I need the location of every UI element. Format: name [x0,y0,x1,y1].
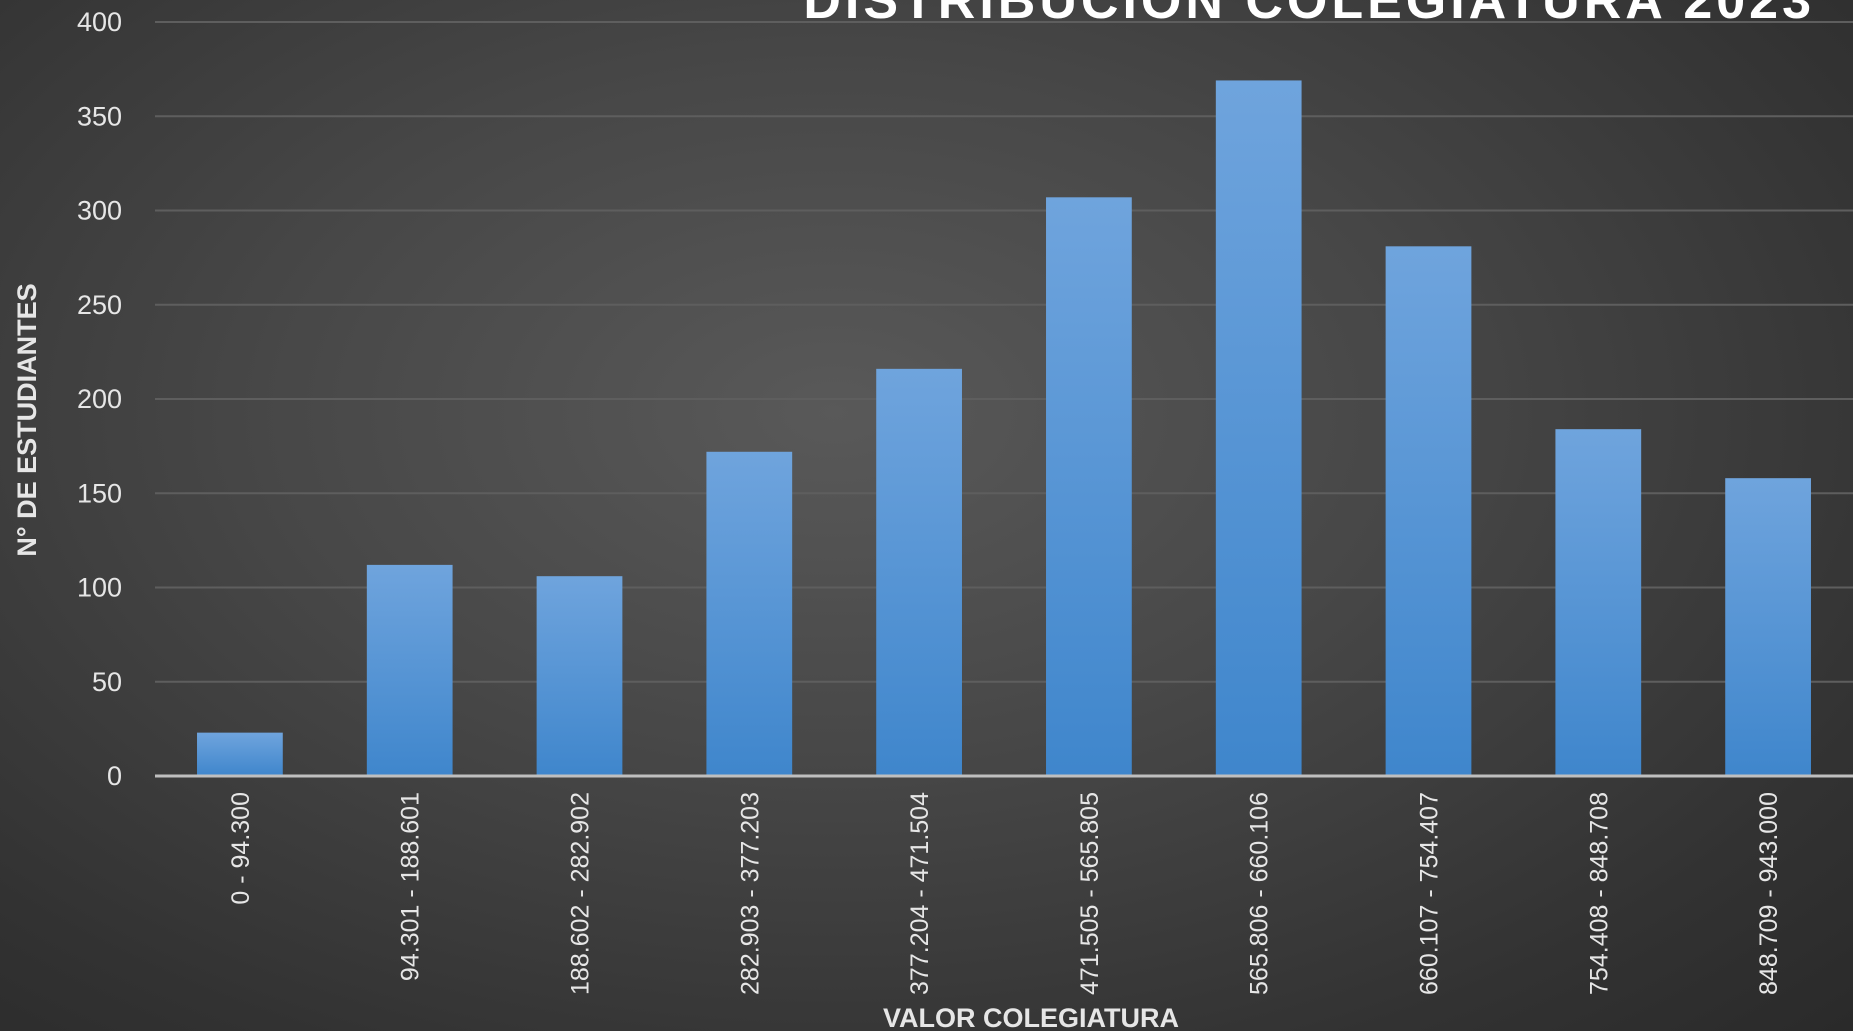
bar [1215,80,1302,776]
bar [1046,197,1132,776]
x-tick-label: 0 - 94.300 [227,792,255,905]
bar [1725,478,1811,776]
y-tick-label: 350 [77,101,122,131]
y-tick-label: 400 [77,7,122,37]
bar [536,576,623,776]
y-tick-label: 200 [77,384,122,414]
y-tick-label: 250 [77,290,122,320]
x-tick-labels: 0 - 94.300 94.301 - 188.601 188.602 - 282.… [227,792,1783,995]
x-tick-label: 188.602 - 282.902 [567,792,595,995]
bar [706,451,793,776]
x-tick-label: 660.107 - 754.407 [1416,792,1444,995]
y-axis-title: N° DE ESTUDIANTES [12,283,42,556]
bar [366,564,453,776]
bar [1555,429,1642,776]
x-axis-title: VALOR COLEGIATURA [883,1003,1179,1031]
x-tick-label: 94.301 - 188.601 [397,792,425,981]
y-tick-label: 300 [77,196,122,226]
chart-title: DISTRIBUCIÓN COLEGIATURA 2023 [803,0,1815,30]
bars [197,80,1811,776]
x-tick-label: 754.408 - 848.708 [1585,792,1613,995]
x-tick-label: 848.709 - 943.000 [1755,792,1783,995]
y-tick-labels: 0 50 100 150 200 250 300 350 400 [77,7,122,791]
x-tick-label: 377.204 - 471.504 [906,792,934,995]
y-tick-label: 150 [77,478,122,508]
x-tick-label: 471.505 - 565.805 [1076,792,1104,995]
x-tick-label: 282.903 - 377.203 [736,792,764,995]
y-tick-label: 0 [107,761,122,791]
bar [876,368,962,776]
y-tick-label: 50 [92,667,122,697]
bar [197,732,283,776]
y-tick-label: 100 [77,573,122,603]
x-tick-label: 565.806 - 660.106 [1246,792,1274,995]
bar [1385,246,1472,776]
